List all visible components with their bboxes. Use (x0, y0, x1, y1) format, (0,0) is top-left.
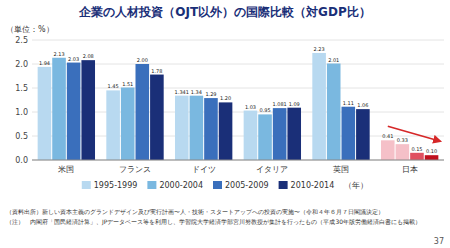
bar (381, 140, 395, 160)
bar (52, 58, 66, 160)
data-label: 1.341 (175, 89, 189, 95)
legend-label: 2005-2009 (225, 181, 269, 190)
y-tick-label: 2.5 (15, 36, 28, 45)
x-tick-label: イタリア (256, 165, 288, 174)
bar (258, 114, 272, 160)
legend-swatch (213, 181, 222, 189)
data-label: 1.03 (245, 104, 256, 110)
bar (342, 107, 356, 160)
bar (244, 111, 258, 160)
bar (312, 53, 326, 160)
grid (32, 40, 444, 160)
bar (121, 88, 135, 160)
legend-label: 2000-2004 (159, 181, 203, 190)
legend-unit: （年） (344, 181, 368, 190)
data-label: 1.11 (343, 100, 354, 106)
page-number: 37 (434, 237, 444, 246)
bar (67, 63, 81, 160)
legend-label: 2010-2014 (291, 181, 335, 190)
legend: 1995-1999 2000-2004 2005-2009 2010-2014 （年） (82, 181, 368, 190)
note: （注） 内閣府「国民経済計算」、JPデータベース等を利用し、学習院大学経済学部宮… (6, 218, 421, 226)
data-label: 0.33 (397, 137, 408, 143)
chart: 企業の人材投資（OJT以外）の国際比較（対GDP比） （単位：%） 0.0 0.5 1.… (0, 0, 450, 248)
bar (219, 102, 233, 160)
bar (273, 108, 287, 160)
y-tick-label: 0.0 (15, 156, 28, 165)
x-axis (32, 160, 444, 161)
y-tick-label: 1.5 (15, 84, 28, 93)
bars (38, 53, 439, 160)
data-label: 2.03 (68, 56, 79, 62)
data-label: 0.95 (259, 107, 270, 113)
trend-arrow (388, 126, 441, 141)
bar (81, 60, 95, 160)
data-label: 2.00 (137, 57, 148, 63)
y-axis-label: （単位：%） (6, 25, 54, 34)
grid-line (32, 160, 444, 161)
data-labels: 1.94 1.45 1.341 1.03 2.23 0.41 2.13 1.51 1.34 0.9… (39, 46, 437, 154)
bar (410, 153, 424, 160)
bar (38, 67, 52, 160)
y-tick-label: 2.0 (15, 60, 28, 69)
bar (356, 109, 370, 160)
legend-label: 1995-1999 (94, 181, 138, 190)
data-label: 1.20 (220, 95, 231, 101)
legend-swatch (147, 181, 156, 189)
data-label: 1.06 (357, 102, 368, 108)
bar (396, 144, 410, 160)
title: 企業の人材投資（OJT以外）の国際比較（対GDP比） (78, 5, 370, 19)
bar (287, 108, 301, 160)
grid-line (32, 40, 444, 41)
y-tick-label: 1.0 (15, 108, 28, 117)
x-tick-label: 米国 (58, 165, 74, 174)
data-label: 1.94 (39, 60, 50, 66)
x-tick-label: 日本 (402, 165, 418, 174)
data-label: 1.34 (191, 89, 202, 95)
bar (204, 98, 218, 160)
data-label: 1.09 (289, 101, 300, 107)
x-tick-label: フランス (119, 165, 151, 174)
data-label: 0.10 (426, 148, 437, 154)
x-tick-label: 英国 (333, 165, 349, 174)
data-label: 1.45 (108, 83, 119, 89)
bar (150, 75, 164, 160)
legend-swatch (82, 181, 91, 189)
data-label: 2.08 (83, 53, 94, 59)
bar (327, 64, 341, 160)
data-label: 1.78 (151, 68, 162, 74)
legend-swatch (279, 181, 288, 189)
data-label: 1.51 (122, 81, 133, 87)
bar (425, 155, 439, 160)
data-label: 2.01 (328, 57, 339, 63)
data-label: 0.41 (382, 133, 393, 139)
data-label: 1.29 (205, 91, 216, 97)
data-label: 0.15 (411, 146, 422, 152)
data-label: 2.23 (314, 46, 325, 52)
data-label: 2.13 (53, 51, 64, 57)
bar (190, 96, 204, 160)
note: （資料出所）新しい資本主義のグランドデザイン及び実行計画〜人・技術・スタートアッ… (6, 208, 384, 216)
x-tick-label: ドイツ (192, 165, 216, 174)
bar (106, 90, 120, 160)
data-label: 1.081 (272, 101, 286, 107)
y-tick-label: 0.5 (15, 132, 28, 141)
bar (136, 64, 150, 160)
bar (175, 96, 189, 160)
